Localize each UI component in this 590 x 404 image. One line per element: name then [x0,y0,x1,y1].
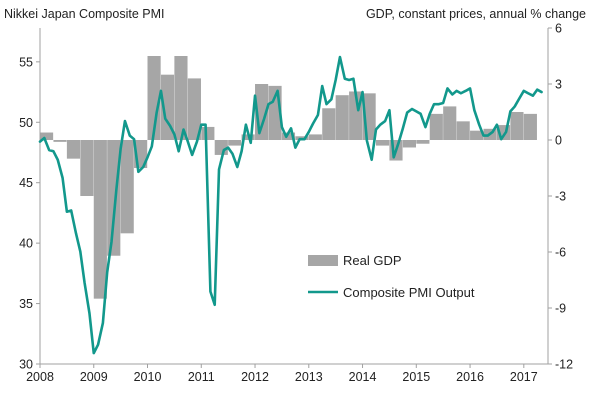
pmi-line [38,55,543,355]
x-tick-label: 2017 [510,370,538,384]
gdp-bar [416,140,430,144]
legend-label-gdp: Real GDP [343,253,402,268]
right-tick-label: -6 [555,246,566,260]
x-tick-label: 2014 [349,370,377,384]
gdp-bar [201,126,215,140]
right-tick-label: 3 [555,78,562,92]
gdp-bars [40,56,537,299]
x-tick-label: 2015 [402,370,430,384]
left-tick-label: 40 [19,237,33,251]
gdp-bar [308,134,322,140]
gdp-bar [443,106,457,140]
left-tick-label: 45 [19,176,33,190]
legend: Real GDP Composite PMI Output [308,253,475,300]
right-tick-label: 6 [555,22,562,36]
x-tick-label: 2011 [188,370,215,384]
right-tick-label: -12 [555,358,573,372]
gdp-bar [456,121,470,140]
gdp-bar [120,140,134,234]
right-tick-label: -3 [555,190,566,204]
gdp-bar [147,56,161,140]
legend-label-pmi: Composite PMI Output [343,285,475,300]
gdp-bar [281,132,296,140]
left-tick-label: 35 [19,297,33,311]
x-tick-label: 2009 [80,370,108,384]
legend-swatch-gdp [308,255,338,266]
right-tick-label: 0 [555,134,562,148]
x-tick-label: 2008 [26,370,54,384]
x-tick-label: 2010 [134,370,162,384]
right-tick-label: -9 [555,302,566,316]
gdp-bar [80,140,94,196]
x-axis-ticks: 2008 2009 2010 2011 2012 2013 2014 2015 2016 2017 [26,364,538,384]
gdp-bar [523,113,537,140]
gdp-bar [66,140,81,159]
gdp-bar [187,78,201,140]
gdp-bar [228,140,242,146]
gdp-bar [470,130,484,140]
left-axis-title: Nikkei Japan Composite PMI [4,7,164,21]
gdp-bar [174,56,188,140]
gdp-bar [107,140,121,256]
gdp-bar [322,108,336,140]
gdp-bar [93,140,107,299]
gdp-bar [335,95,349,140]
gdp-bar [510,112,524,140]
x-tick-label: 2013 [295,370,323,384]
gdp-bar [53,140,67,142]
right-axis-title: GDP, constant prices, annual % change [366,7,586,21]
left-tick-label: 30 [19,358,33,372]
gdp-bar [40,132,54,140]
gdp-bar [429,113,443,140]
x-tick-label: 2012 [241,370,269,384]
gdp-bar [160,74,175,140]
left-tick-label: 50 [19,116,33,130]
gdp-bar [375,140,390,146]
x-tick-label: 2016 [456,370,484,384]
left-axis-ticks: 30 35 40 45 50 55 [19,55,40,372]
left-tick-label: 55 [19,55,33,69]
gdp-bar [402,140,416,148]
right-axis-ticks: -12 -9 -6 -3 0 3 6 [548,22,573,372]
